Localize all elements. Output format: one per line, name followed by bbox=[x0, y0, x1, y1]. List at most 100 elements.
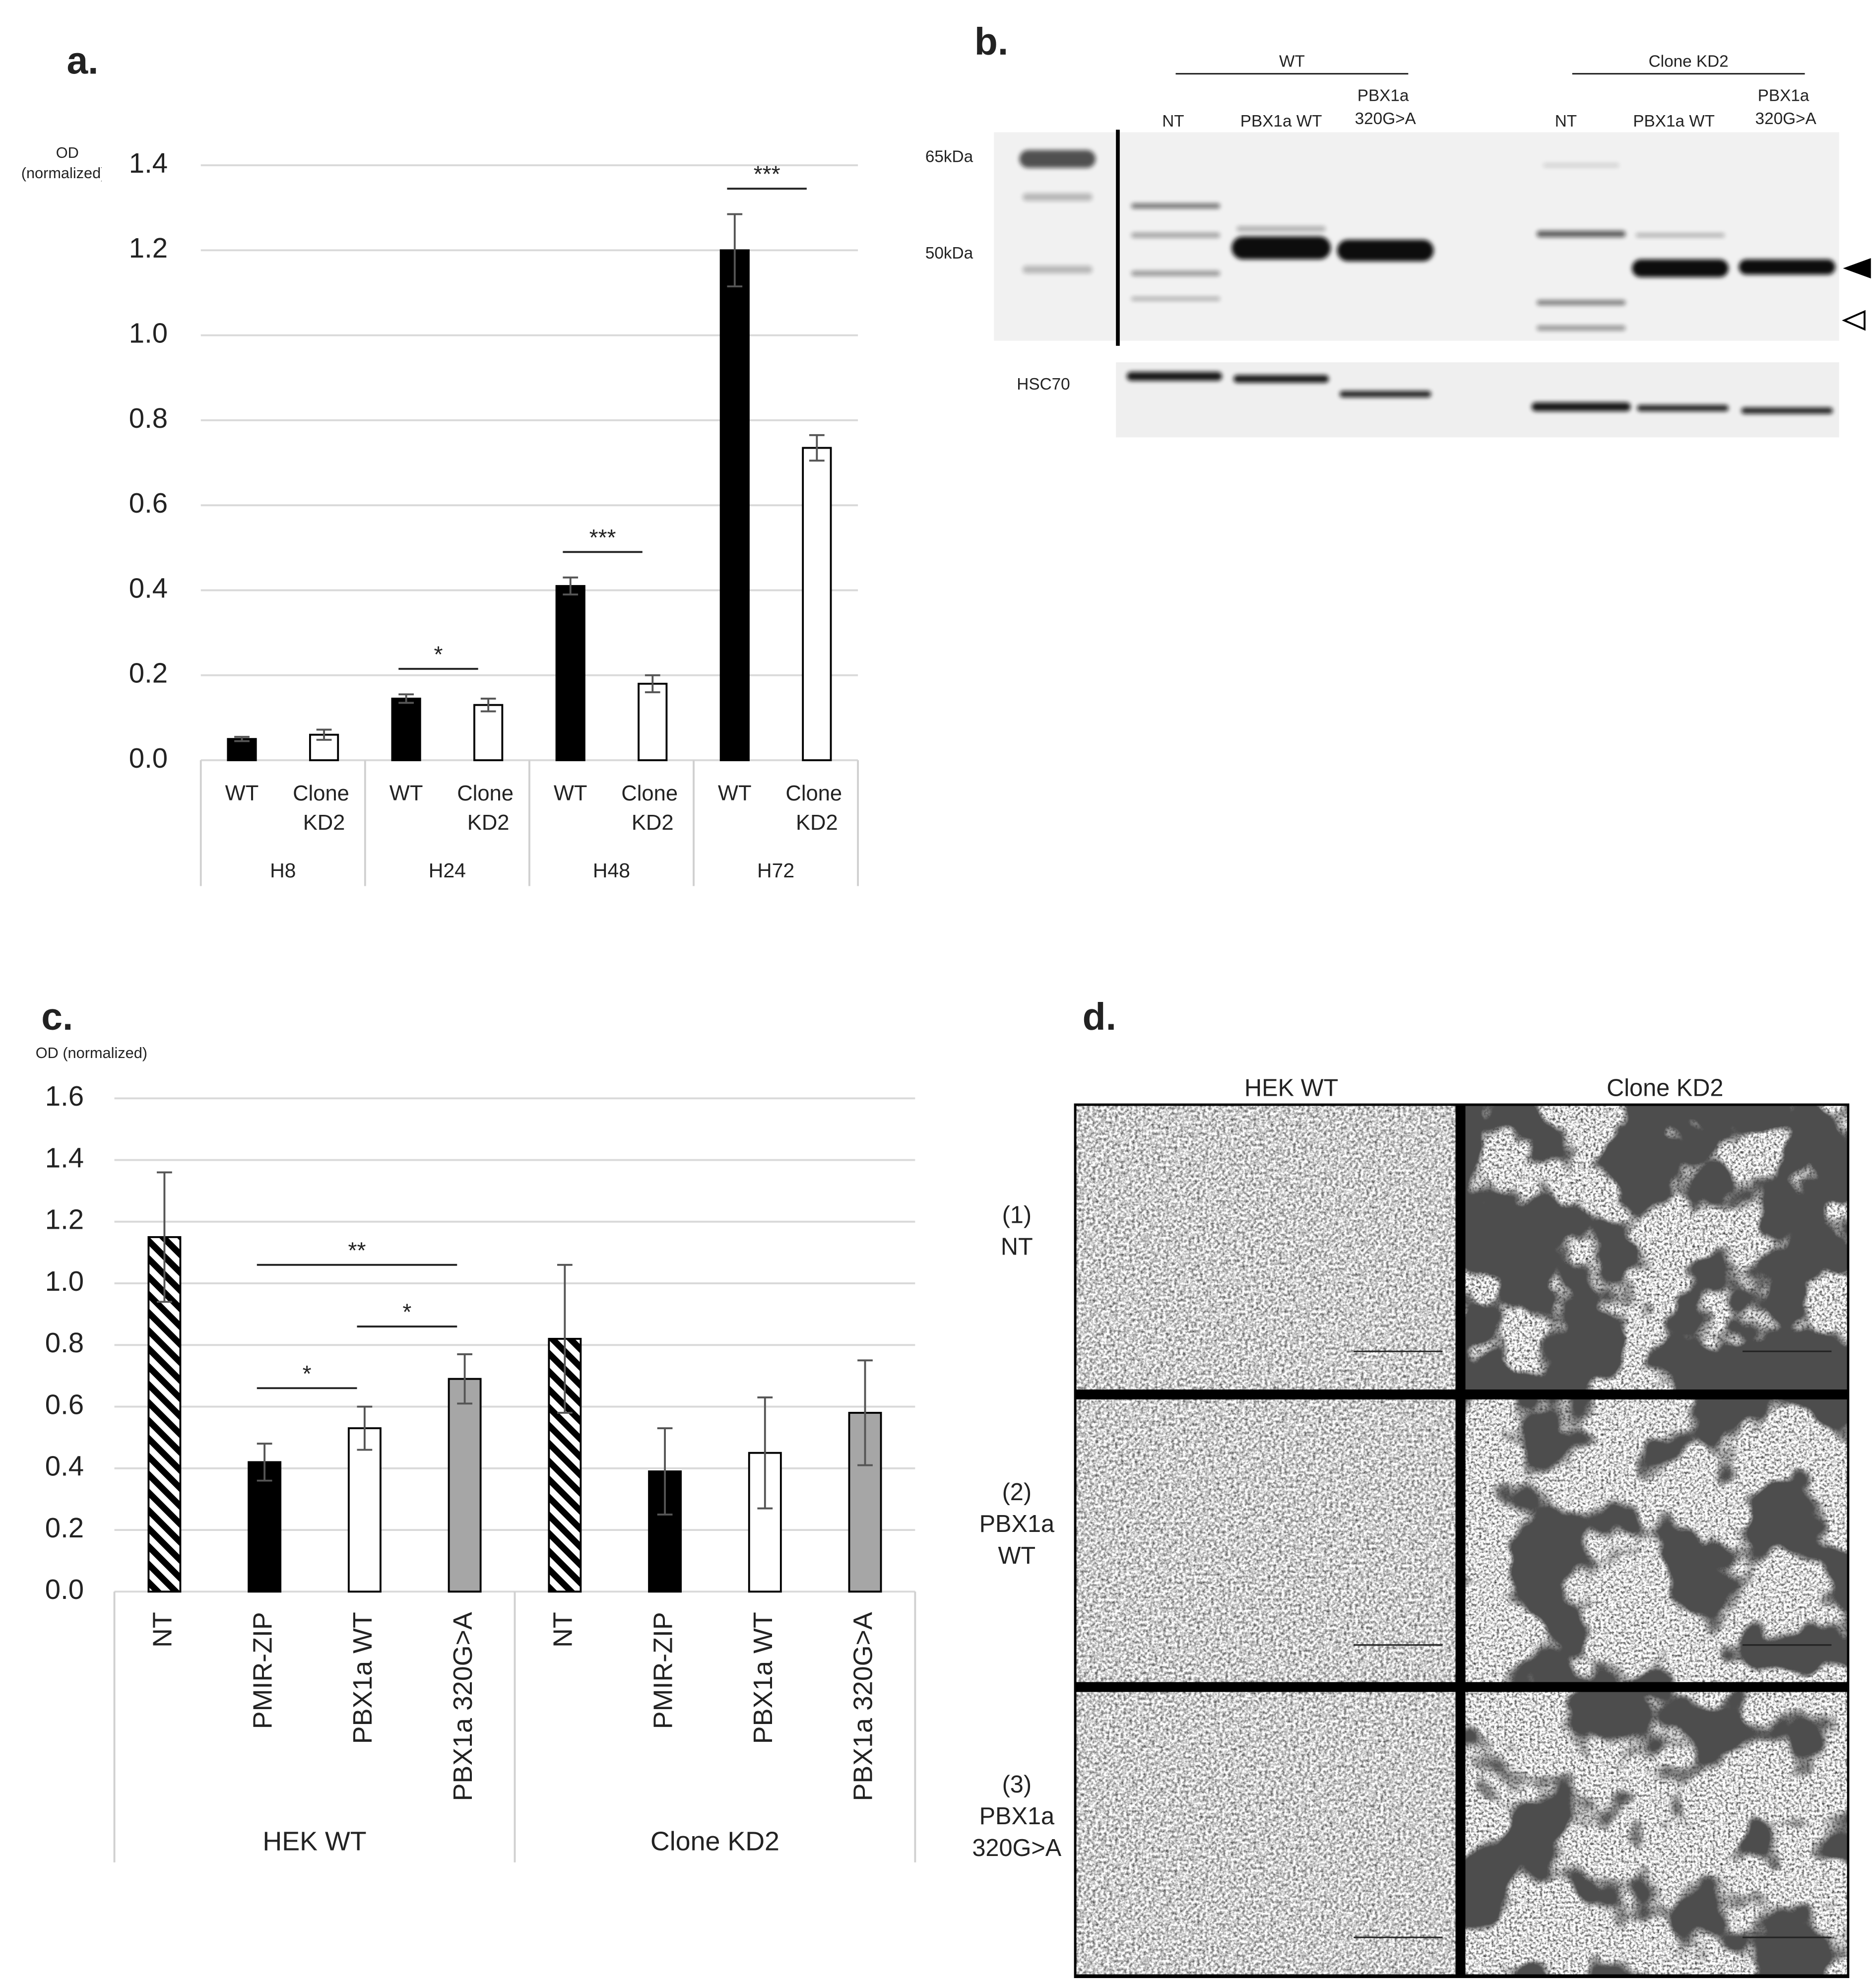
y-tick-label: 0.0 bbox=[45, 1574, 84, 1605]
x-tick-label: WT bbox=[554, 782, 587, 805]
y-tick-label: 1.2 bbox=[45, 1204, 84, 1235]
y-tick-label: 0.2 bbox=[129, 658, 168, 689]
row-label: NT bbox=[1001, 1233, 1033, 1260]
x-tick-label: Clone KD2 bbox=[293, 782, 355, 835]
text-line: PBX1a bbox=[1358, 87, 1414, 105]
x-tick-label: PMIR-ZIP bbox=[248, 1612, 277, 1729]
blot-divider bbox=[1116, 130, 1120, 346]
panel-label: d. bbox=[1083, 995, 1116, 1038]
y-axis-label: OD (normalized) bbox=[36, 1044, 147, 1061]
row-label: 320G>A bbox=[972, 1835, 1061, 1861]
blot-band bbox=[1537, 325, 1626, 331]
micrograph bbox=[1465, 1106, 1847, 1390]
marker-label: 65kDa bbox=[925, 148, 973, 166]
panel-label: c. bbox=[41, 995, 73, 1038]
significance-label: * bbox=[402, 1299, 411, 1325]
row-label: (1) bbox=[1002, 1201, 1032, 1228]
x-group-label: H72 bbox=[757, 859, 794, 882]
bar bbox=[448, 1378, 482, 1593]
band-arrow-open bbox=[1842, 310, 1866, 331]
row-label: (3) bbox=[1002, 1771, 1032, 1798]
micrograph bbox=[1076, 1399, 1456, 1682]
row-label: (2) bbox=[1002, 1479, 1032, 1506]
blot-band bbox=[1022, 193, 1093, 201]
blot-band bbox=[1337, 239, 1434, 262]
bar bbox=[555, 585, 585, 761]
blot-band bbox=[1632, 259, 1729, 277]
blot-band bbox=[1131, 203, 1221, 209]
significance-label: * bbox=[434, 641, 443, 667]
lane-label: PBX1a WT bbox=[1240, 112, 1322, 131]
bar bbox=[248, 1461, 282, 1593]
lane-label: NT bbox=[1555, 112, 1577, 131]
y-tick-label: 1.4 bbox=[129, 147, 168, 179]
lane-label: NT bbox=[1162, 112, 1184, 131]
bar bbox=[719, 249, 750, 761]
x-group-label: HEK WT bbox=[262, 1827, 366, 1856]
y-tick-label: 0.2 bbox=[45, 1512, 84, 1543]
blot-band bbox=[1233, 375, 1329, 383]
text-line: 320G>A bbox=[1355, 110, 1417, 128]
blot-band bbox=[1236, 226, 1326, 232]
x-group-label: H48 bbox=[593, 859, 630, 882]
x-tick-label: PBX1a 320G>A bbox=[448, 1612, 478, 1801]
text-line: Clone bbox=[785, 782, 848, 805]
blot-band bbox=[1637, 404, 1729, 411]
y-tick-label: 0.4 bbox=[45, 1451, 84, 1482]
y-tick-label: 0.8 bbox=[45, 1327, 84, 1358]
blot-band bbox=[1537, 300, 1626, 305]
y-tick-label: 0.6 bbox=[129, 487, 168, 519]
x-group-label: Clone KD2 bbox=[650, 1827, 779, 1856]
y-tick-label: 1.0 bbox=[129, 318, 168, 349]
row-label: PBX1a bbox=[979, 1511, 1055, 1537]
blot-band bbox=[1019, 150, 1096, 168]
bar bbox=[227, 738, 257, 761]
blot-band bbox=[1126, 372, 1223, 381]
blot-band bbox=[1131, 270, 1221, 276]
bar bbox=[638, 682, 668, 761]
y-tick-label: 0.6 bbox=[45, 1389, 84, 1420]
text-line: Clone bbox=[457, 782, 519, 805]
row-label: PBX1a bbox=[979, 1803, 1055, 1830]
x-tick-label: Clone KD2 bbox=[621, 782, 684, 835]
significance-label: ** bbox=[348, 1237, 366, 1263]
group-label: Clone KD2 bbox=[1649, 52, 1729, 70]
marker-label: 50kDa bbox=[925, 244, 973, 263]
text-line: 320G>A bbox=[1755, 110, 1817, 128]
blot-band bbox=[1739, 259, 1836, 275]
micrograph bbox=[1076, 1692, 1456, 1975]
y-axis-label: OD bbox=[56, 144, 79, 161]
group-label: WT bbox=[1279, 52, 1305, 70]
x-tick-label: PMIR-ZIP bbox=[648, 1612, 678, 1729]
y-axis-label: (normalized) bbox=[21, 164, 106, 182]
significance-label: * bbox=[303, 1361, 312, 1387]
x-tick-label: NT bbox=[148, 1612, 178, 1648]
y-tick-label: 0.0 bbox=[129, 742, 168, 774]
blot-band bbox=[1543, 163, 1619, 167]
loading-control-label: HSC70 bbox=[1017, 375, 1070, 394]
text-line: KD2 bbox=[632, 811, 674, 835]
blot-band bbox=[1531, 402, 1631, 411]
x-tick-label: PBX1a 320G>A bbox=[848, 1612, 878, 1801]
x-tick-label: PBX1a WT bbox=[348, 1612, 378, 1744]
bar bbox=[802, 447, 832, 761]
blot-membrane bbox=[1116, 362, 1839, 438]
blot-band bbox=[1231, 236, 1331, 260]
text-line: PBX1a bbox=[1758, 87, 1814, 105]
blot-band bbox=[1339, 391, 1431, 397]
panel-label: a. bbox=[66, 39, 98, 82]
x-tick-label: Clone KD2 bbox=[457, 782, 519, 835]
y-tick-label: 0.4 bbox=[129, 572, 168, 603]
panel-label: b. bbox=[974, 20, 1008, 63]
x-tick-label: WT bbox=[718, 782, 752, 805]
bar bbox=[347, 1427, 382, 1593]
lane-label: PBX1a WT bbox=[1633, 112, 1715, 131]
bar bbox=[473, 704, 504, 761]
text-line: KD2 bbox=[467, 811, 510, 835]
y-tick-label: 0.8 bbox=[129, 402, 168, 434]
y-tick-label: 1.2 bbox=[129, 232, 168, 264]
blot-band bbox=[1131, 232, 1221, 238]
row-label: WT bbox=[998, 1542, 1035, 1569]
